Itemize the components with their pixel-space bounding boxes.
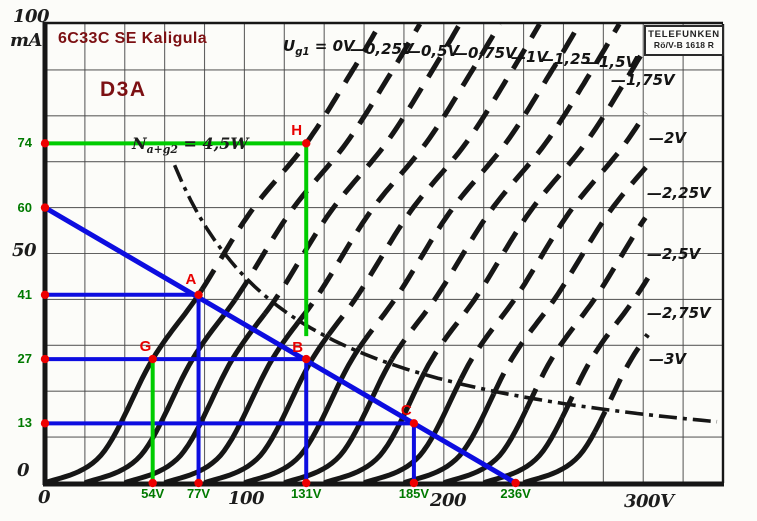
stamp-ref: Rö/V-B 1618 R <box>653 40 715 50</box>
tube-curve-dashed-ug-1.75 <box>422 43 650 373</box>
marker-dot <box>302 139 311 148</box>
tube-curve-solid-ug-1 <box>203 333 331 486</box>
marker-dot <box>409 478 419 488</box>
marker-dot <box>511 478 520 488</box>
tube-curve-solid-ug-1.25 <box>243 347 361 486</box>
tube-curve-solid-ug0 <box>44 288 205 486</box>
marker-dot <box>302 354 311 364</box>
tube-curve-solid-ug-2.75 <box>482 416 565 486</box>
marker-dot <box>194 290 203 300</box>
marker-dot <box>194 478 203 488</box>
tube-curve-dashed-ug-0.25 <box>232 22 423 302</box>
tube-curve-dashed-ug-1 <box>326 22 542 336</box>
tube-curve-solid-ug-0.75 <box>163 320 301 486</box>
load-line <box>43 205 517 486</box>
tube-curve-dashed-ug-3 <box>592 333 650 434</box>
tube-curve-dashed-ug-2.5 <box>523 216 648 411</box>
tube-curve-dashed-ug-0.75 <box>296 22 502 324</box>
tube-curve-dashed-ug-2 <box>458 111 648 380</box>
tube-curve-solid-ug-3 <box>522 430 597 486</box>
marker-dot <box>40 419 50 428</box>
telefunken-stamp: TELEFUNKEN Rö/V-B 1618 R <box>644 25 724 56</box>
tube-curve-dashed-ug-2.25 <box>491 165 648 395</box>
stamp-brand: TELEFUNKEN <box>648 29 720 40</box>
marker-dot <box>40 290 50 300</box>
tube-curve-solid-ug-1.75 <box>323 370 428 486</box>
tube-curve-dashed-ug-1.5 <box>389 22 622 361</box>
tube-curve-dashed-ug-0.5 <box>262 22 462 316</box>
marker-dot <box>40 139 50 148</box>
marker-dot <box>409 419 419 428</box>
tube-curve-dashed-ug-2.75 <box>560 276 651 419</box>
marker-dot <box>148 478 157 488</box>
tube-curve-dashed-ug0 <box>199 22 383 291</box>
tube-curve-solid-ug-1.5 <box>283 357 395 486</box>
marker-dot <box>148 354 157 364</box>
marker-dot <box>302 478 311 488</box>
marker-dot <box>40 203 50 212</box>
tube-curve-solid-ug-0.25 <box>83 298 238 486</box>
marker-dot <box>40 354 50 364</box>
power-hyperbola-4p5w <box>172 164 718 424</box>
